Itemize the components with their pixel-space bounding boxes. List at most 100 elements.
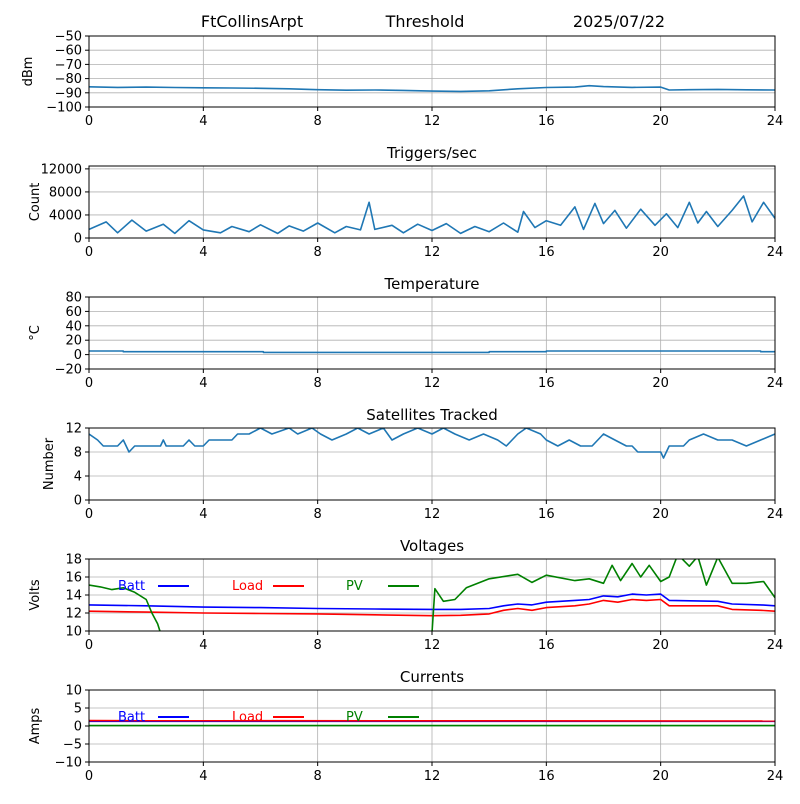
y-axis-label: dBm — [21, 57, 36, 87]
legend-label-batt: Batt — [118, 710, 145, 725]
x-tick-label: 24 — [767, 245, 784, 260]
y-tick-label: 8 — [74, 446, 82, 461]
x-tick-label: 20 — [652, 376, 669, 391]
legend-label-pv: PV — [346, 579, 363, 594]
x-tick-label: 16 — [538, 376, 555, 391]
x-tick-label: 12 — [424, 769, 441, 784]
x-tick-label: 0 — [85, 376, 93, 391]
x-tick-label: 20 — [652, 769, 669, 784]
y-tick-label: −60 — [55, 44, 82, 59]
panel-title: Temperature — [383, 275, 479, 293]
y-axis-label: Amps — [28, 707, 43, 744]
y-tick-label: 12 — [65, 422, 82, 437]
y-tick-label: −70 — [55, 58, 82, 73]
mode-label: Threshold — [385, 12, 465, 31]
legend-label-batt: Batt — [118, 579, 145, 594]
y-tick-label: 0 — [74, 348, 82, 363]
y-tick-label: −10 — [55, 756, 82, 771]
y-axis-label: °C — [28, 325, 43, 341]
panel-triggers: 0 4 8 12 16 20 24 0 4000 8000 12000 Triggers/sec Cou… — [28, 144, 783, 260]
y-tick-label: 5 — [74, 702, 82, 717]
panel-title: Currents — [400, 668, 464, 686]
x-tick-label: 16 — [538, 507, 555, 522]
y-axis-label: Volts — [28, 579, 43, 611]
x-tick-label: 8 — [314, 245, 322, 260]
x-tick-label: 24 — [767, 638, 784, 653]
panel-title: Triggers/sec — [386, 144, 477, 162]
x-tick-label: 20 — [652, 638, 669, 653]
y-tick-label: −90 — [55, 86, 82, 101]
date-label: 2025/07/22 — [573, 12, 665, 31]
x-tick-label: 8 — [314, 638, 322, 653]
x-tick-label: 0 — [85, 114, 93, 129]
x-tick-label: 4 — [199, 245, 207, 260]
x-tick-label: 4 — [199, 769, 207, 784]
x-tick-label: 20 — [652, 245, 669, 260]
y-tick-label: −100 — [46, 101, 82, 116]
x-tick-label: 0 — [85, 638, 93, 653]
x-tick-label: 4 — [199, 638, 207, 653]
y-tick-label: −50 — [55, 30, 82, 45]
y-tick-label: 16 — [65, 571, 82, 586]
y-tick-label: 14 — [65, 589, 82, 604]
y-tick-label: 0 — [74, 494, 82, 509]
y-tick-label: 8000 — [49, 185, 82, 200]
y-tick-label: −5 — [63, 738, 82, 753]
x-tick-label: 16 — [538, 114, 555, 129]
y-axis-label: Number — [42, 437, 57, 490]
x-tick-label: 12 — [424, 114, 441, 129]
x-tick-label: 0 — [85, 769, 93, 784]
y-tick-label: 12000 — [41, 162, 82, 177]
x-tick-label: 20 — [652, 507, 669, 522]
x-tick-label: 4 — [199, 507, 207, 522]
x-tick-label: 24 — [767, 769, 784, 784]
y-tick-label: −80 — [55, 72, 82, 87]
y-axis-label: Count — [28, 183, 43, 222]
panel-threshold: 0 4 8 12 16 20 24 −50−60−70−80−90−100 dBm — [21, 30, 783, 130]
legend-label-load: Load — [232, 579, 263, 594]
x-tick-label: 24 — [767, 507, 784, 522]
panel-currents: 0 4 8 12 16 20 24 −10 −5 0 5 10 Currents Amps Batt Load… — [28, 668, 783, 784]
y-tick-label: 18 — [65, 553, 82, 568]
y-tick-label: −20 — [55, 363, 82, 378]
y-tick-label: 0 — [74, 720, 82, 735]
x-tick-label: 0 — [85, 507, 93, 522]
y-tick-label: 4 — [74, 470, 82, 485]
x-tick-label: 12 — [424, 507, 441, 522]
y-tick-label: 10 — [65, 625, 82, 640]
legend-label-pv: PV — [346, 710, 363, 725]
x-tick-label: 16 — [538, 638, 555, 653]
y-tick-label: 40 — [65, 319, 82, 334]
y-tick-label: 4000 — [49, 208, 82, 223]
x-tick-label: 8 — [314, 769, 322, 784]
x-tick-label: 16 — [538, 245, 555, 260]
panel-title: Satellites Tracked — [366, 406, 497, 424]
y-tick-label: 80 — [65, 291, 82, 306]
x-tick-label: 16 — [538, 769, 555, 784]
x-tick-label: 8 — [314, 114, 322, 129]
x-tick-label: 8 — [314, 507, 322, 522]
y-tick-label: 10 — [65, 684, 82, 699]
x-tick-label: 12 — [424, 638, 441, 653]
x-tick-label: 24 — [767, 376, 784, 391]
x-tick-label: 12 — [424, 245, 441, 260]
y-tick-label: 60 — [65, 305, 82, 320]
x-tick-label: 4 — [199, 376, 207, 391]
panel-title: Voltages — [400, 537, 464, 555]
y-tick-label: 20 — [65, 334, 82, 349]
x-tick-label: 4 — [199, 114, 207, 129]
station-label: FtCollinsArpt — [201, 12, 303, 31]
x-tick-label: 12 — [424, 376, 441, 391]
x-tick-label: 24 — [767, 114, 784, 129]
y-tick-label: 12 — [65, 607, 82, 622]
panel-satellites: 0 4 8 12 16 20 24 0 4 8 12 Satellites Tracked Number — [42, 406, 783, 522]
y-tick-label: 0 — [74, 232, 82, 247]
legend-label-load: Load — [232, 710, 263, 725]
x-tick-label: 8 — [314, 376, 322, 391]
panel-voltages: 0 4 8 12 16 20 24 10 12 14 16 18 Voltages Volts Batt Lo… — [28, 537, 783, 653]
x-tick-label: 0 — [85, 245, 93, 260]
x-tick-label: 20 — [652, 114, 669, 129]
